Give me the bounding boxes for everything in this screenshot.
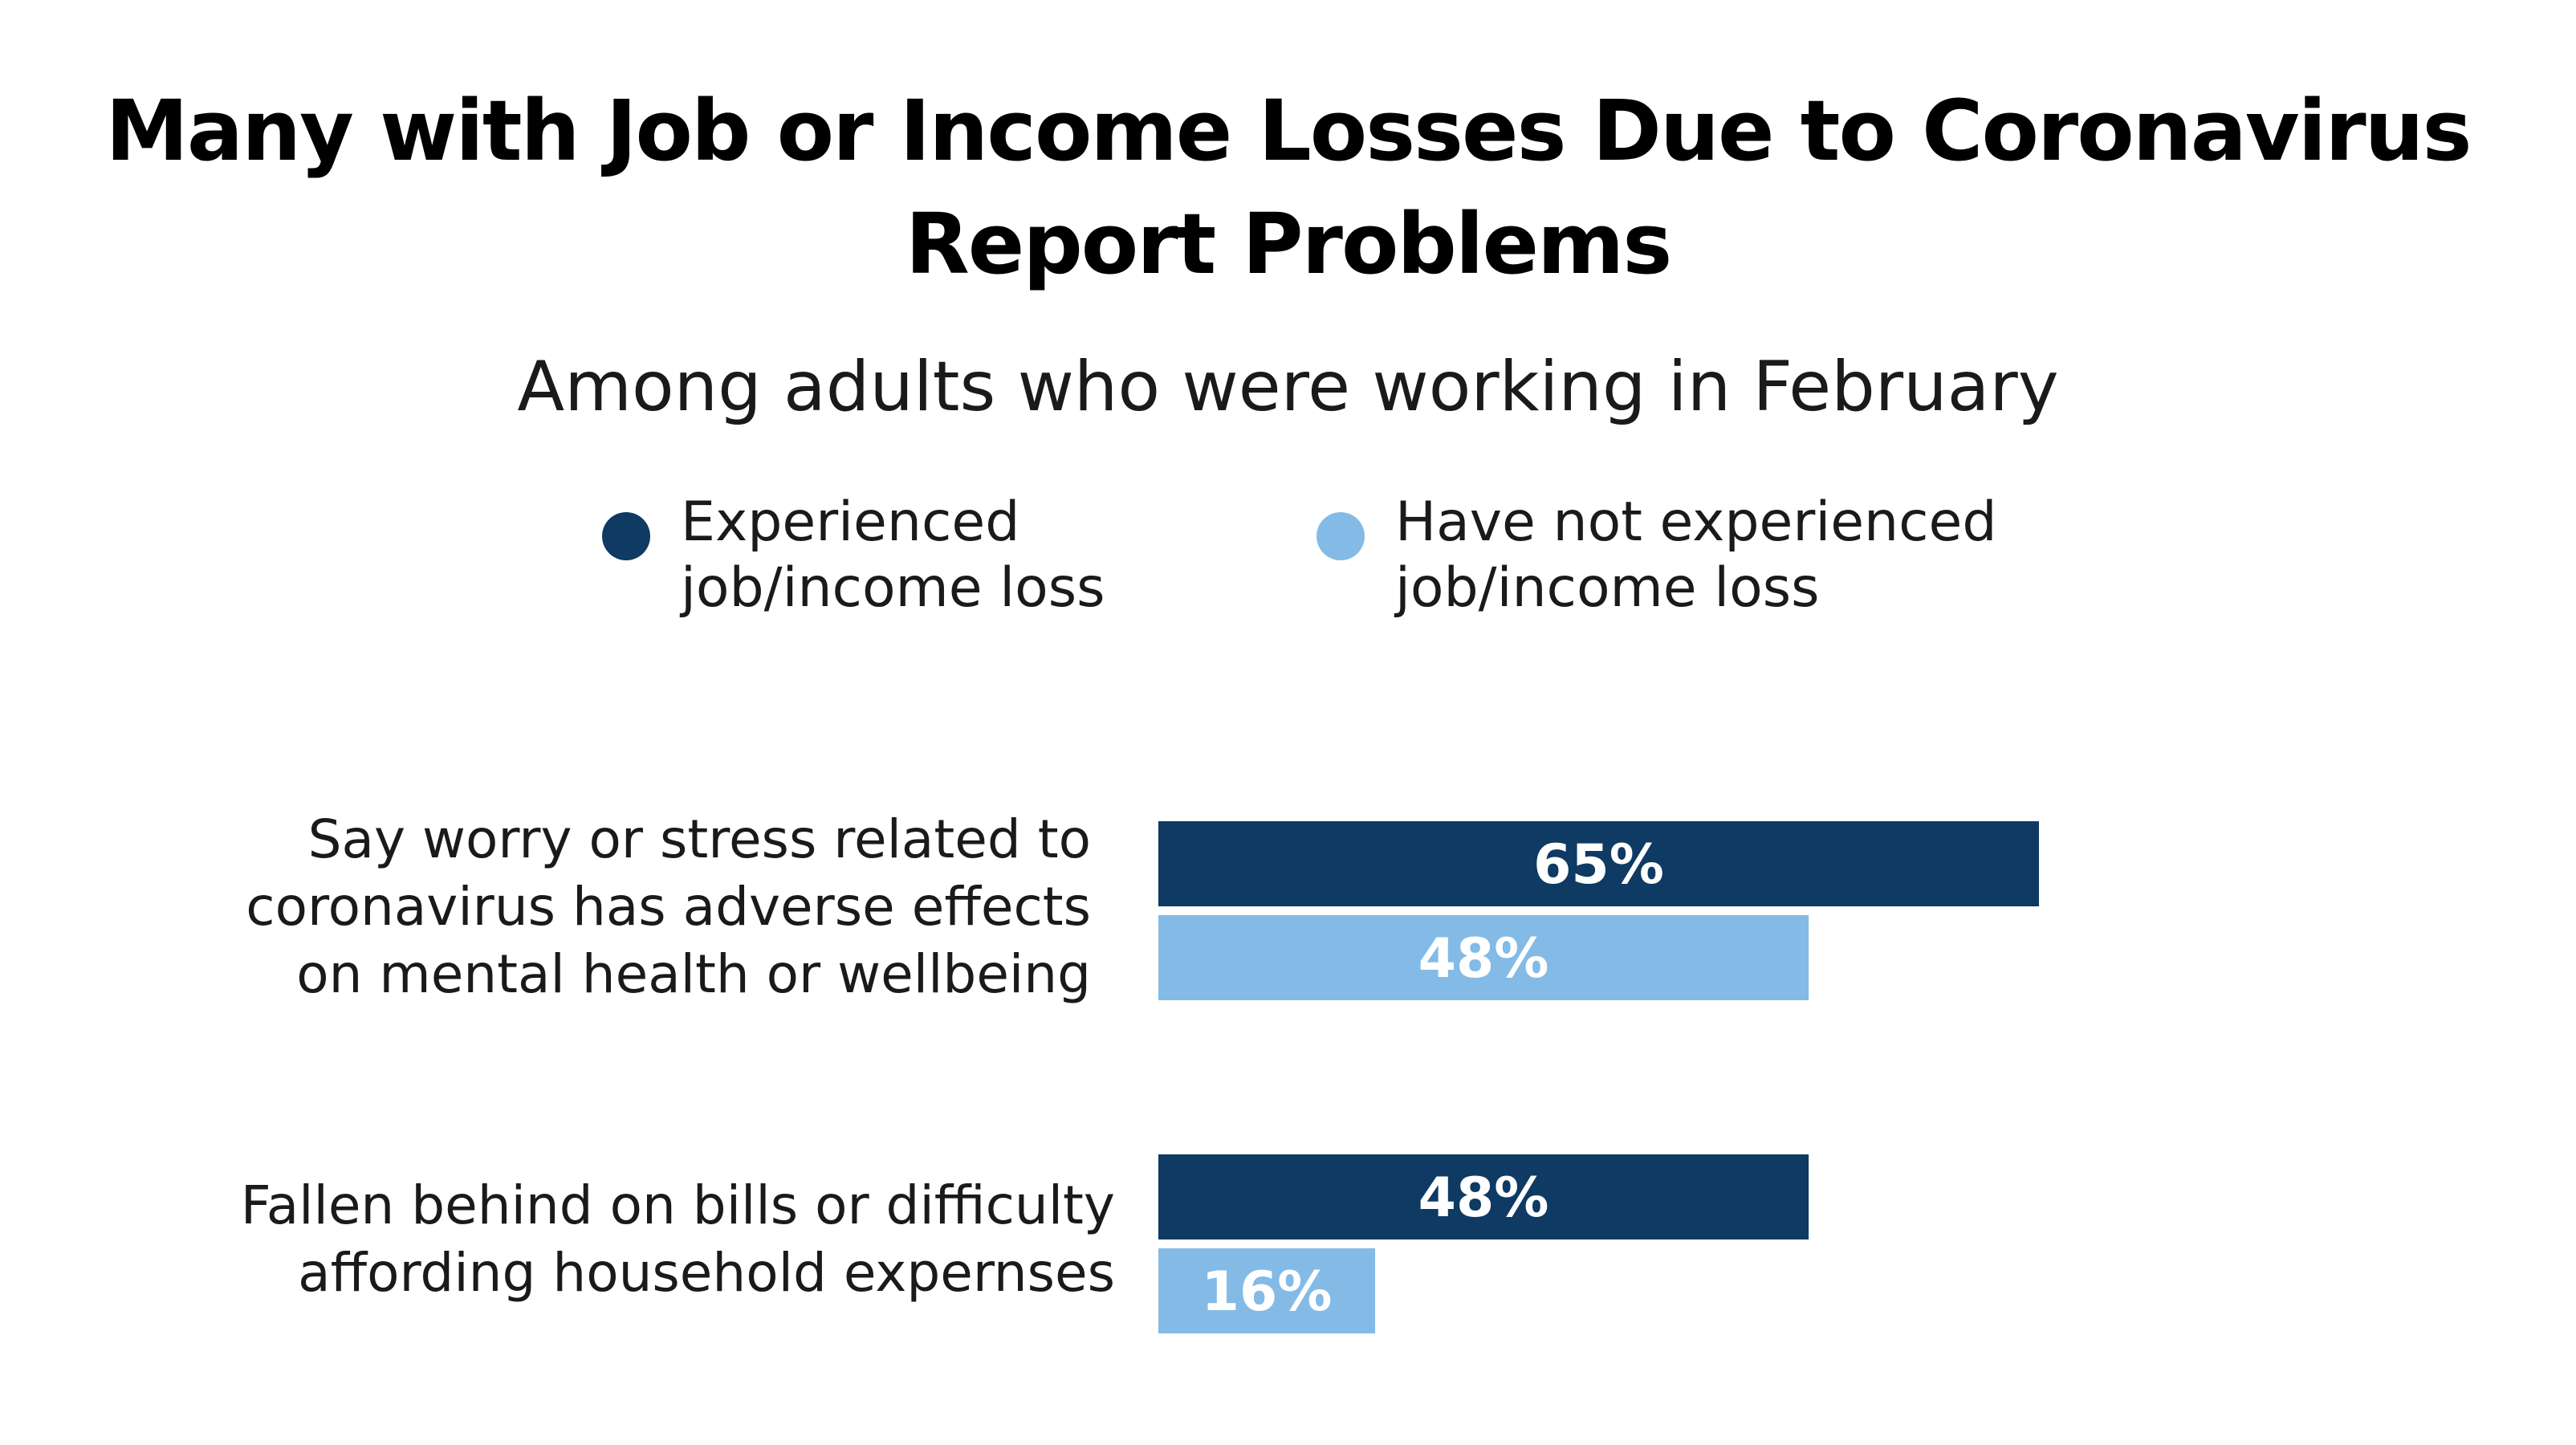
bar-value-label: 48% bbox=[1418, 1166, 1549, 1230]
legend-item-experienced: Experienced job/income loss bbox=[602, 490, 1105, 621]
category-label-line: coronavirus has adverse effects bbox=[246, 876, 1091, 938]
legend-swatch-not-experienced bbox=[1316, 512, 1365, 560]
legend-swatch-experienced bbox=[602, 512, 650, 560]
bar-experienced-1 bbox=[1158, 1154, 1809, 1239]
category-label-line: affording household expernses bbox=[298, 1242, 1115, 1304]
category-label-line: on mental health or wellbeing bbox=[296, 943, 1091, 1005]
legend-label-line: Experienced bbox=[681, 490, 1020, 554]
legend-item-not-experienced: Have not experienced job/income loss bbox=[1316, 490, 1997, 621]
chart-subtitle: Among adults who were working in Februar… bbox=[517, 347, 2059, 427]
legend-label-line: Have not experienced bbox=[1395, 490, 1997, 554]
chart-title-line-2: Report Problems bbox=[905, 195, 1673, 293]
legend-label-line: job/income loss bbox=[681, 556, 1105, 620]
chart-title-line-1: Many with Job or Income Losses Due to Co… bbox=[105, 82, 2472, 180]
category-label-bills: Fallen behind on bills or difficulty aff… bbox=[241, 1172, 1115, 1307]
category-label-mental-health: Say worry or stress related to coronavir… bbox=[246, 806, 1091, 1008]
bar-value-label: 65% bbox=[1533, 833, 1664, 897]
legend-label-not-experienced: Have not experienced job/income loss bbox=[1395, 490, 1997, 621]
bar-experienced-0 bbox=[1158, 821, 2039, 906]
legend-label-experienced: Experienced job/income loss bbox=[681, 490, 1105, 621]
bar-value-label: 48% bbox=[1418, 927, 1549, 991]
legend-label-line: job/income loss bbox=[1395, 556, 1820, 620]
bar-not-experienced-0 bbox=[1158, 915, 1809, 1000]
bar-value-label: 16% bbox=[1202, 1260, 1333, 1324]
bar-not-experienced-1 bbox=[1158, 1248, 1376, 1333]
category-label-line: Say worry or stress related to bbox=[307, 808, 1091, 870]
category-label-line: Fallen behind on bills or difficulty bbox=[240, 1174, 1115, 1236]
